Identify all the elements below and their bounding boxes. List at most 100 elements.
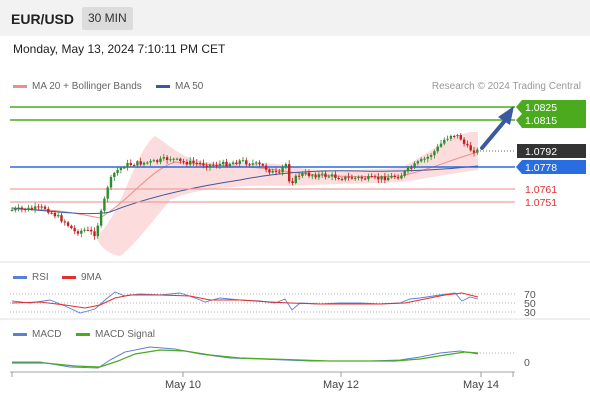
candle-body [472, 150, 476, 153]
candle-body [126, 162, 129, 168]
bollinger-band [96, 132, 478, 256]
candle-body [20, 207, 24, 210]
candle-body [146, 162, 149, 164]
legend-rsi-9ma: 9MA [62, 272, 102, 283]
ma50-line [11, 165, 479, 215]
candle-body [429, 155, 433, 157]
candle-body [132, 165, 136, 167]
legend-macd-label: MACD [32, 329, 62, 340]
candle-body [334, 174, 337, 178]
macd-signal-swatch-icon [76, 332, 90, 336]
candle-body [27, 207, 30, 211]
candle-body [311, 175, 314, 177]
pivot-value: 1.0778 [525, 162, 557, 174]
candle-body [264, 165, 268, 170]
timeframe-button[interactable]: 30 MIN [82, 7, 133, 30]
candle-body [344, 176, 347, 180]
candle-body [255, 162, 258, 164]
candle-body [238, 160, 241, 165]
candle-body [63, 221, 66, 223]
x-tick-may10: May 10 [165, 379, 201, 391]
rsi-swatch-icon [13, 275, 27, 279]
candle-body [218, 164, 222, 166]
candle-body [317, 174, 321, 178]
candle-body [50, 212, 53, 214]
candle-body [235, 162, 238, 165]
candle-body [215, 165, 218, 167]
legend-ma50-label: MA 50 [175, 81, 204, 92]
candle-body [142, 162, 146, 165]
symbol-title: EUR/USD [11, 11, 75, 27]
candle-body [291, 181, 294, 183]
candle-body [43, 206, 47, 209]
candle-body [47, 208, 50, 213]
candle-body [156, 160, 159, 163]
candle-body [53, 212, 57, 217]
candle-body [416, 161, 420, 164]
target-value-2: 1.0815 [525, 115, 557, 127]
candle-body [261, 164, 264, 166]
macd-line [12, 346, 479, 369]
candle-body [99, 210, 103, 226]
legend-macd-signal: MACD Signal [76, 329, 155, 340]
legend-rsi-label: RSI [32, 272, 49, 283]
candle-body [192, 160, 195, 163]
candle-body [225, 161, 228, 167]
candle-body [80, 230, 83, 234]
legend-ma20: MA 20 + Bollinger Bands [13, 81, 142, 92]
last-price-label [517, 144, 586, 158]
candle-body [281, 166, 284, 173]
candle-body [271, 170, 274, 173]
candle-body [90, 229, 93, 232]
candle-body [202, 163, 205, 166]
candle-body [410, 167, 413, 169]
legend-rsi: RSI [13, 272, 49, 283]
legend-macd: MACD [13, 329, 61, 340]
ma20-line [11, 151, 479, 219]
candle-body [347, 176, 350, 178]
ma20-swatch-icon [13, 84, 27, 88]
timestamp: Monday, May 13, 2024 7:10:11 PM CET [13, 42, 226, 56]
candle-body [284, 164, 288, 167]
legend-macd-signal-label: MACD Signal [95, 329, 156, 340]
candle-body [439, 143, 443, 147]
candle-body [268, 169, 271, 173]
candle-body [76, 231, 80, 234]
candle-body [37, 206, 40, 208]
rsi-tick-70: 70 [524, 289, 536, 301]
candle-body [30, 207, 33, 210]
candle-body [354, 177, 357, 179]
candle-body [393, 175, 396, 178]
candle-body [136, 161, 139, 166]
candle-body [330, 174, 334, 177]
legend-ma50: MA 50 [156, 81, 203, 92]
macd-tick-0: 0 [524, 357, 530, 369]
candle-body [327, 176, 330, 178]
macd-swatch-icon [13, 332, 27, 336]
candle-body [357, 177, 360, 179]
pivot-label [516, 160, 586, 174]
candle-body [337, 177, 340, 179]
candle-body [258, 162, 261, 165]
candle-body [113, 173, 116, 177]
candle-body [251, 163, 255, 165]
candle-body [383, 176, 387, 181]
candle-body [420, 159, 423, 162]
candle-body [149, 160, 152, 163]
candle-body [70, 225, 73, 229]
candle-body [453, 135, 456, 137]
candle-body [73, 228, 76, 232]
candle-body [476, 149, 479, 153]
candle-body [152, 160, 156, 162]
candle-body [324, 173, 327, 177]
candle-body [466, 143, 469, 146]
candle-body [314, 175, 317, 178]
candle-body [231, 162, 235, 164]
candle-body [274, 170, 278, 172]
candle-body [93, 231, 96, 237]
candle-body [185, 161, 189, 165]
candle-body [363, 178, 367, 180]
candle-body [162, 157, 165, 159]
candle-body [33, 206, 37, 210]
